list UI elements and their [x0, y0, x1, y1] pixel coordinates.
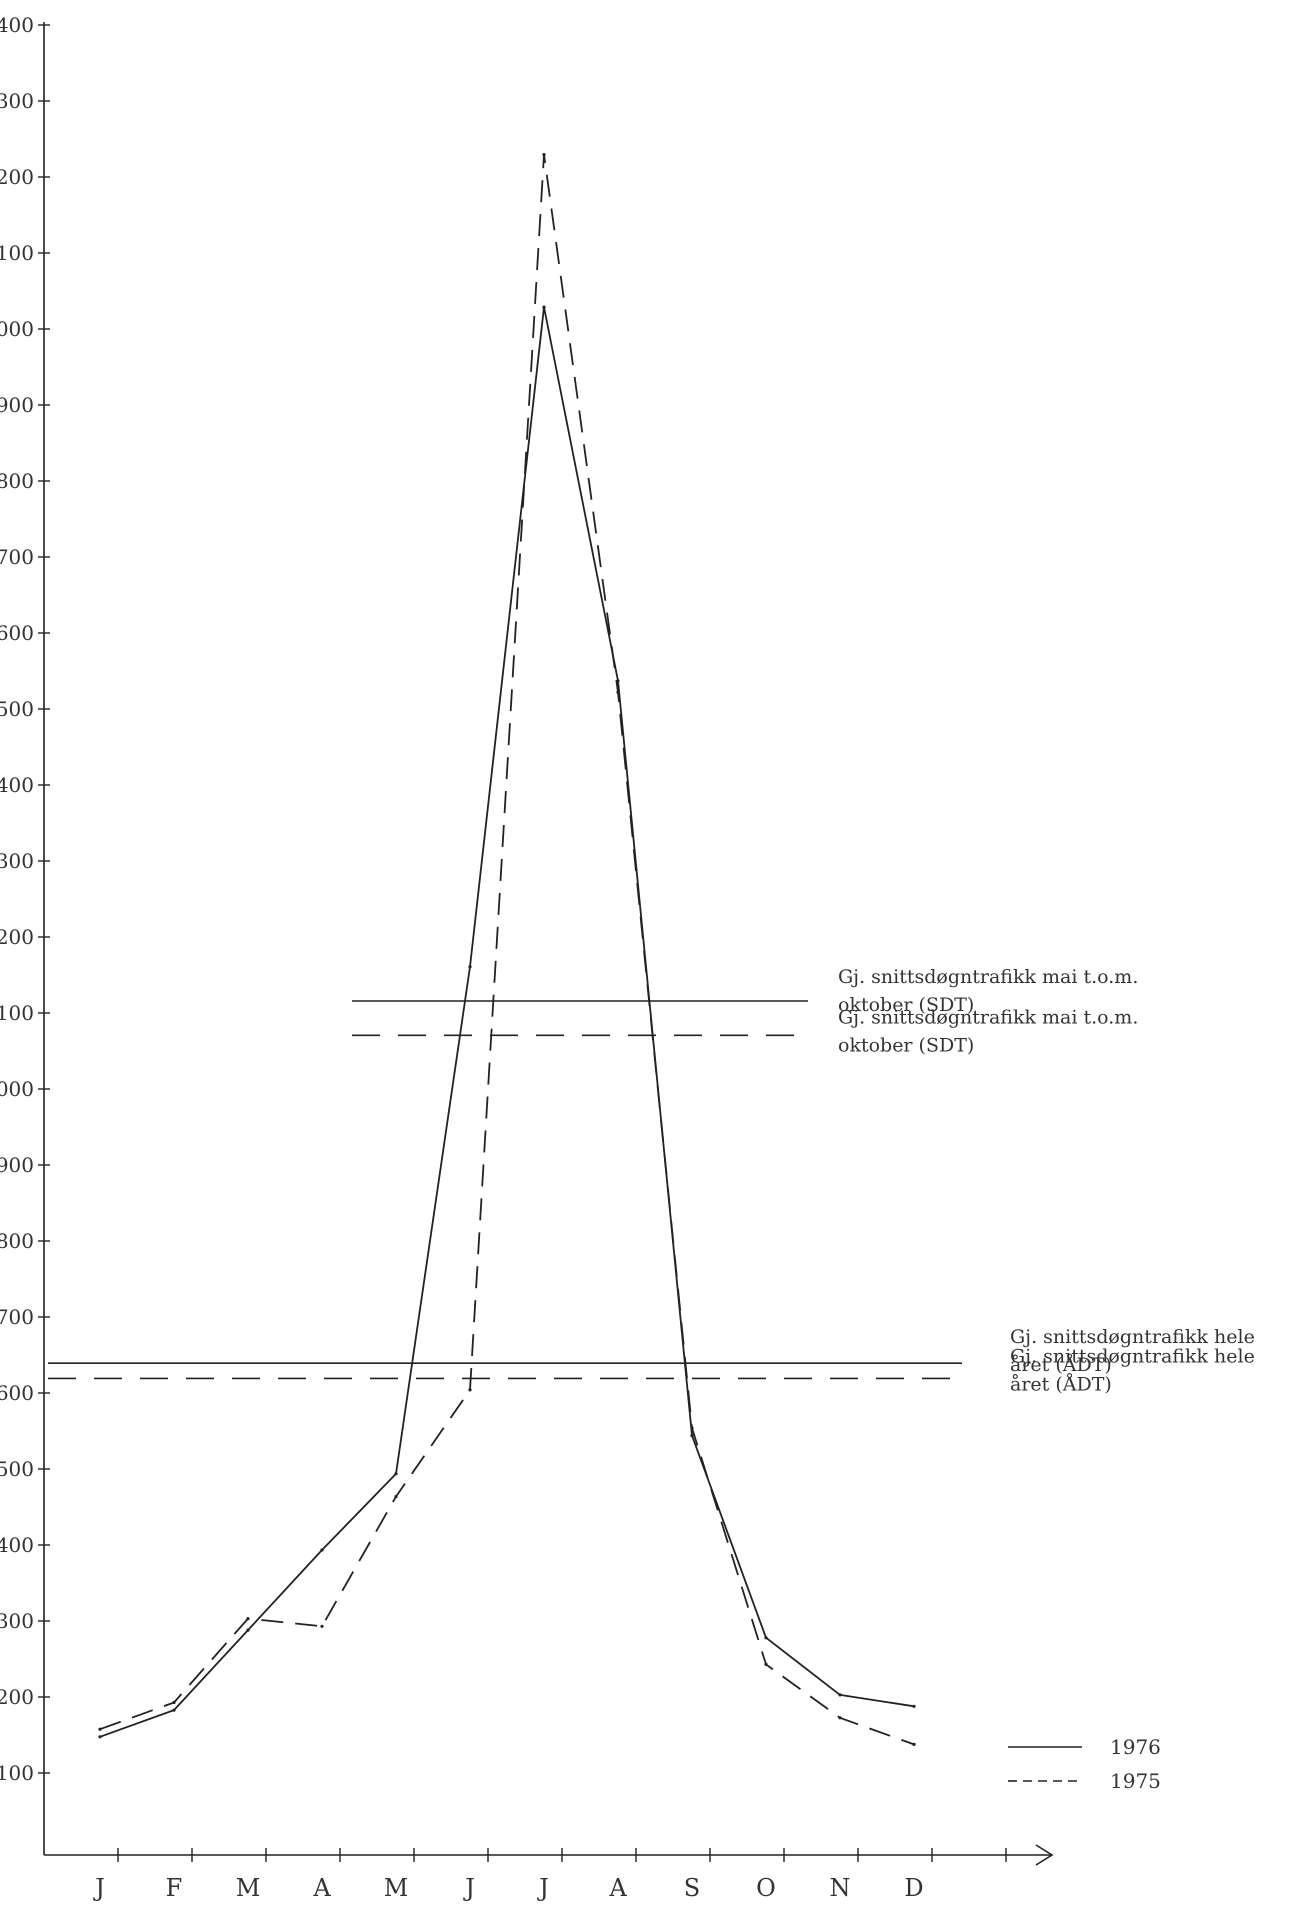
reference-label: Gj. snittsdøgntrafikk mai t.o.m.: [838, 966, 1138, 988]
y-tick-label: 100: [0, 241, 34, 265]
data-point-1976: [468, 965, 472, 969]
x-tick-label: O: [756, 1874, 776, 1902]
y-tick-label: 000: [0, 1077, 34, 1101]
data-point-1976: [542, 305, 546, 309]
y-tick-label: 200: [0, 165, 34, 189]
data-point-1975: [912, 1742, 916, 1746]
data-point-1976: [764, 1636, 768, 1640]
y-tick-label: 300: [0, 89, 34, 113]
annotations: Gj. snittsdøgntrafikk mai t.o.m.oktober …: [838, 966, 1255, 1395]
data-point-1976: [690, 1434, 694, 1438]
x-tick-label: J: [92, 1874, 105, 1902]
x-tick-label: J: [536, 1874, 549, 1902]
y-tick-label: 400: [0, 773, 34, 797]
reference-label: året (ÅDT): [1010, 1373, 1112, 1395]
legend-label: 1975: [1110, 1769, 1161, 1793]
y-tick-label: 200: [0, 1685, 34, 1709]
data-point-1975: [172, 1700, 176, 1705]
y-tick-label: 400: [0, 13, 34, 37]
data-point-1976: [838, 1693, 842, 1697]
y-tick-label: 400: [0, 1533, 34, 1557]
y-tick-label: 500: [0, 697, 34, 721]
data-point-1976: [172, 1708, 176, 1712]
series-line-1976: [99, 306, 915, 1738]
y-tick-label: 900: [0, 1153, 34, 1177]
y-tick-label: 000: [0, 317, 34, 341]
data-point-1975: [764, 1662, 768, 1666]
y-tick-label: 500: [0, 1457, 34, 1481]
axes: [43, 22, 1054, 1866]
x-tick-label: M: [236, 1874, 261, 1902]
y-tick-label: 100: [0, 1001, 34, 1025]
data-point-1976: [246, 1628, 250, 1632]
data-point-1975: [246, 1617, 250, 1621]
x-tick-label: S: [684, 1874, 700, 1902]
data-point-1975: [394, 1495, 398, 1499]
data-point-1975: [542, 153, 546, 157]
reference-label: oktober (SDT): [838, 994, 974, 1016]
data-point-1976: [394, 1472, 398, 1476]
legend: 1976 1975: [1008, 1735, 1161, 1793]
y-tick-label: 800: [0, 1229, 34, 1253]
x-tick-label: M: [384, 1874, 409, 1902]
reference-label: Gj. snittsdøgntrafikk mai t.o.m.: [838, 1006, 1138, 1028]
reference-lines: [48, 1000, 962, 1380]
x-tick-label: A: [608, 1874, 627, 1902]
data-point-1976: [320, 1548, 324, 1552]
y-tick-label: 300: [0, 1609, 34, 1633]
y-axis-ticks: 400 300 200 100 000 900 800 700 600 500 400 300 200 1…: [0, 13, 50, 1785]
y-tick-label: 300: [0, 849, 34, 873]
reference-label: Gj. snittsdøgntrafikk hele: [1010, 1345, 1255, 1367]
x-tick-label: J: [462, 1874, 475, 1902]
reference-label: Gj. snittsdøgntrafikk hele: [1010, 1326, 1255, 1348]
y-tick-label: 100: [0, 1761, 34, 1785]
y-tick-label: 700: [0, 1305, 34, 1329]
reference-label: året (ÅDT): [1010, 1354, 1112, 1376]
y-tick-label: 800: [0, 469, 34, 493]
legend-label: 1976: [1110, 1735, 1161, 1759]
series-lines: [98, 153, 916, 1746]
data-point-1975: [320, 1624, 324, 1628]
y-tick-label: 900: [0, 393, 34, 417]
data-point-1975: [98, 1727, 102, 1731]
x-tick-label: F: [166, 1874, 183, 1902]
data-point-1975: [616, 690, 620, 694]
reference-label: oktober (SDT): [838, 1034, 974, 1056]
x-tick-label: N: [830, 1874, 851, 1902]
x-axis-arrow: [1035, 1844, 1054, 1866]
series-line-1975: [99, 153, 915, 1746]
data-point-1976: [912, 1704, 916, 1708]
y-tick-label: 600: [0, 1381, 34, 1405]
x-tick-label: A: [312, 1874, 331, 1902]
y-tick-label: 200: [0, 925, 34, 949]
y-tick-label: 700: [0, 545, 34, 569]
x-tick-label: D: [904, 1874, 923, 1902]
data-point-1976: [98, 1735, 102, 1739]
data-point-1975: [468, 1388, 472, 1392]
data-point-1975: [838, 1716, 842, 1720]
y-tick-label: 600: [0, 621, 34, 645]
data-point-1975: [690, 1426, 694, 1430]
